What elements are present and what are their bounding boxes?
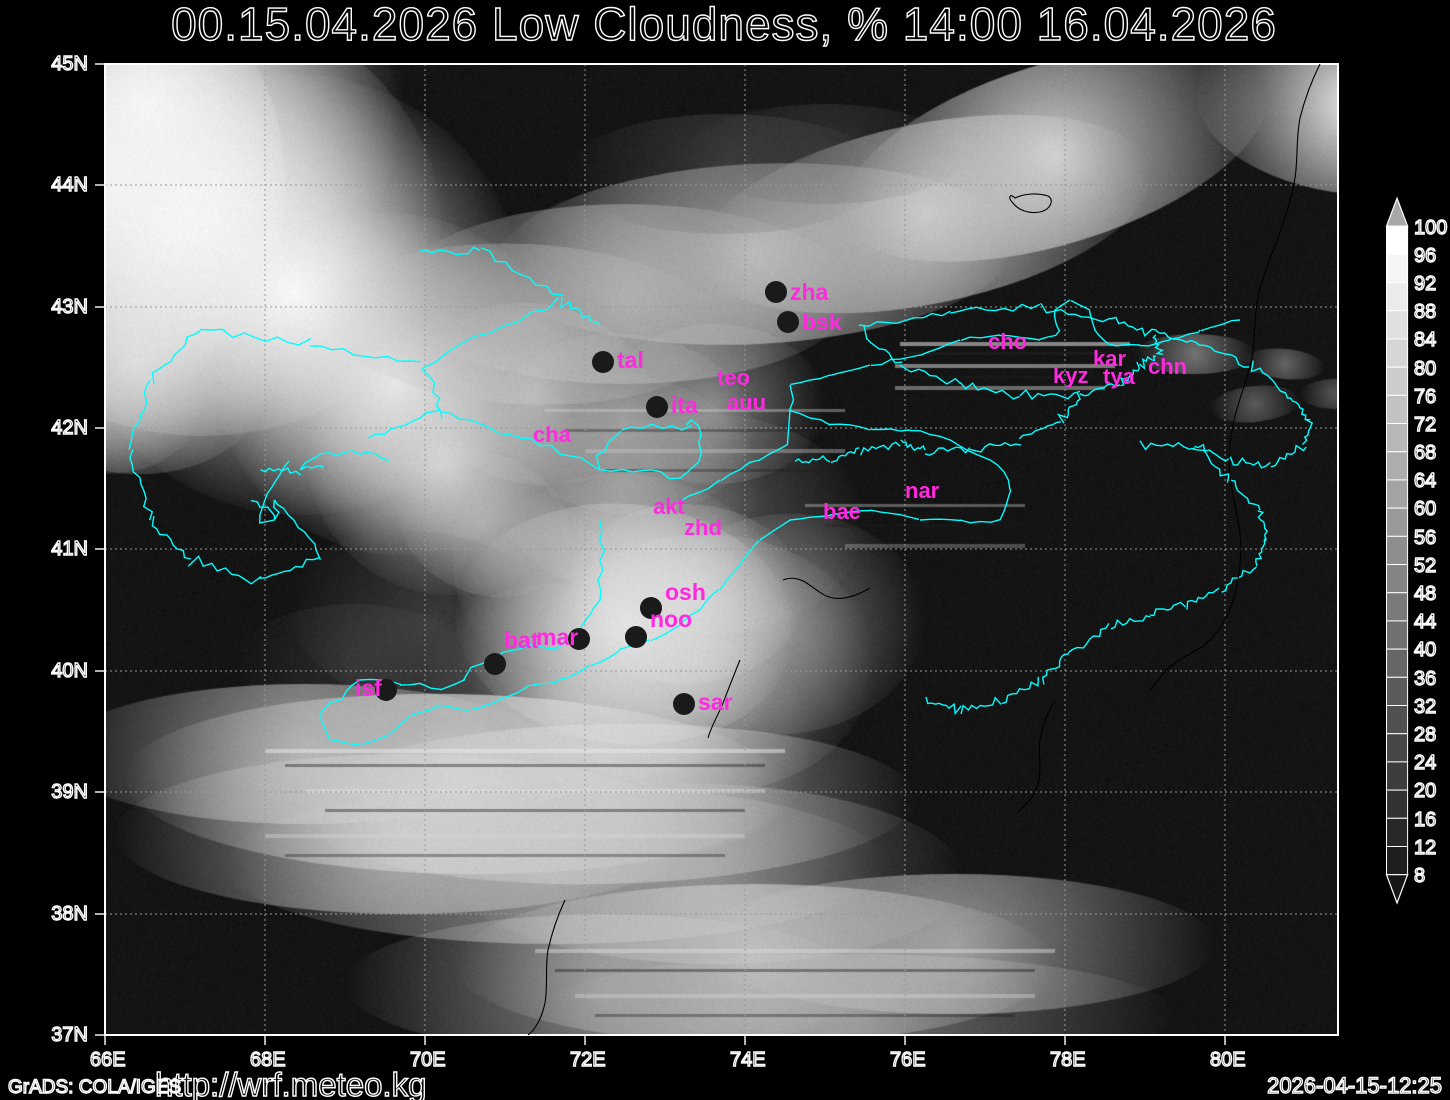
svg-text:cho: cho [988, 329, 1027, 354]
svg-text:2026-04-15-12:25: 2026-04-15-12:25 [1267, 1073, 1442, 1098]
svg-text:chn: chn [1148, 354, 1187, 379]
svg-text:http://wrf.meteo.kg: http://wrf.meteo.kg [155, 1066, 426, 1100]
svg-text:tal: tal [617, 347, 644, 373]
svg-text:68: 68 [1414, 442, 1436, 464]
svg-text:auu: auu [727, 390, 766, 415]
svg-text:36: 36 [1414, 668, 1436, 690]
svg-text:20: 20 [1414, 780, 1436, 802]
svg-text:isf: isf [355, 675, 382, 701]
svg-text:100: 100 [1414, 217, 1447, 239]
svg-text:84: 84 [1414, 329, 1436, 351]
svg-text:12: 12 [1414, 837, 1436, 859]
svg-text:40: 40 [1414, 639, 1436, 661]
svg-text:16: 16 [1414, 809, 1436, 831]
svg-text:80E: 80E [1210, 1049, 1246, 1071]
svg-text:45N: 45N [51, 53, 88, 75]
svg-text:37N: 37N [51, 1024, 88, 1046]
svg-text:41N: 41N [51, 538, 88, 560]
svg-text:40N: 40N [51, 660, 88, 682]
svg-text:64: 64 [1414, 470, 1436, 492]
svg-text:52: 52 [1414, 555, 1436, 577]
svg-text:mar: mar [536, 624, 578, 650]
svg-text:32: 32 [1414, 696, 1436, 718]
svg-text:00.15.04.2026 Low Cloudness,: 00.15.04.2026 Low Cloudness, % 14:00 16.… [171, 0, 1277, 50]
svg-text:tya: tya [1103, 364, 1136, 389]
svg-text:bat: bat [504, 627, 539, 653]
svg-text:96: 96 [1414, 245, 1436, 267]
svg-text:56: 56 [1414, 527, 1436, 549]
svg-text:80: 80 [1414, 358, 1436, 380]
svg-text:bae: bae [823, 499, 861, 524]
svg-text:ita: ita [671, 392, 698, 418]
svg-text:72E: 72E [570, 1049, 606, 1071]
svg-text:zha: zha [790, 279, 829, 305]
svg-text:24: 24 [1414, 752, 1436, 774]
svg-text:bsk: bsk [802, 309, 842, 335]
svg-text:48: 48 [1414, 583, 1436, 605]
svg-text:kyz: kyz [1053, 363, 1088, 388]
svg-text:cha: cha [533, 422, 572, 447]
svg-text:72: 72 [1414, 414, 1436, 436]
svg-text:66E: 66E [90, 1049, 126, 1071]
svg-text:76: 76 [1414, 386, 1436, 408]
svg-text:38N: 38N [51, 903, 88, 925]
svg-text:43N: 43N [51, 296, 88, 318]
svg-text:74E: 74E [730, 1049, 766, 1071]
svg-text:8: 8 [1414, 865, 1425, 887]
svg-text:28: 28 [1414, 724, 1436, 746]
svg-text:60: 60 [1414, 498, 1436, 520]
svg-text:noo: noo [650, 606, 692, 632]
svg-text:osh: osh [665, 579, 706, 605]
svg-text:teo: teo [717, 365, 750, 390]
svg-text:zhd: zhd [684, 515, 722, 540]
svg-text:42N: 42N [51, 417, 88, 439]
svg-text:akt: akt [653, 494, 685, 519]
svg-text:39N: 39N [51, 781, 88, 803]
svg-text:76E: 76E [890, 1049, 926, 1071]
svg-text:88: 88 [1414, 301, 1436, 323]
svg-text:44: 44 [1414, 611, 1436, 633]
svg-text:sar: sar [698, 689, 733, 715]
svg-text:44N: 44N [51, 174, 88, 196]
svg-text:78E: 78E [1050, 1049, 1086, 1071]
svg-text:92: 92 [1414, 273, 1436, 295]
svg-text:nar: nar [905, 478, 940, 503]
